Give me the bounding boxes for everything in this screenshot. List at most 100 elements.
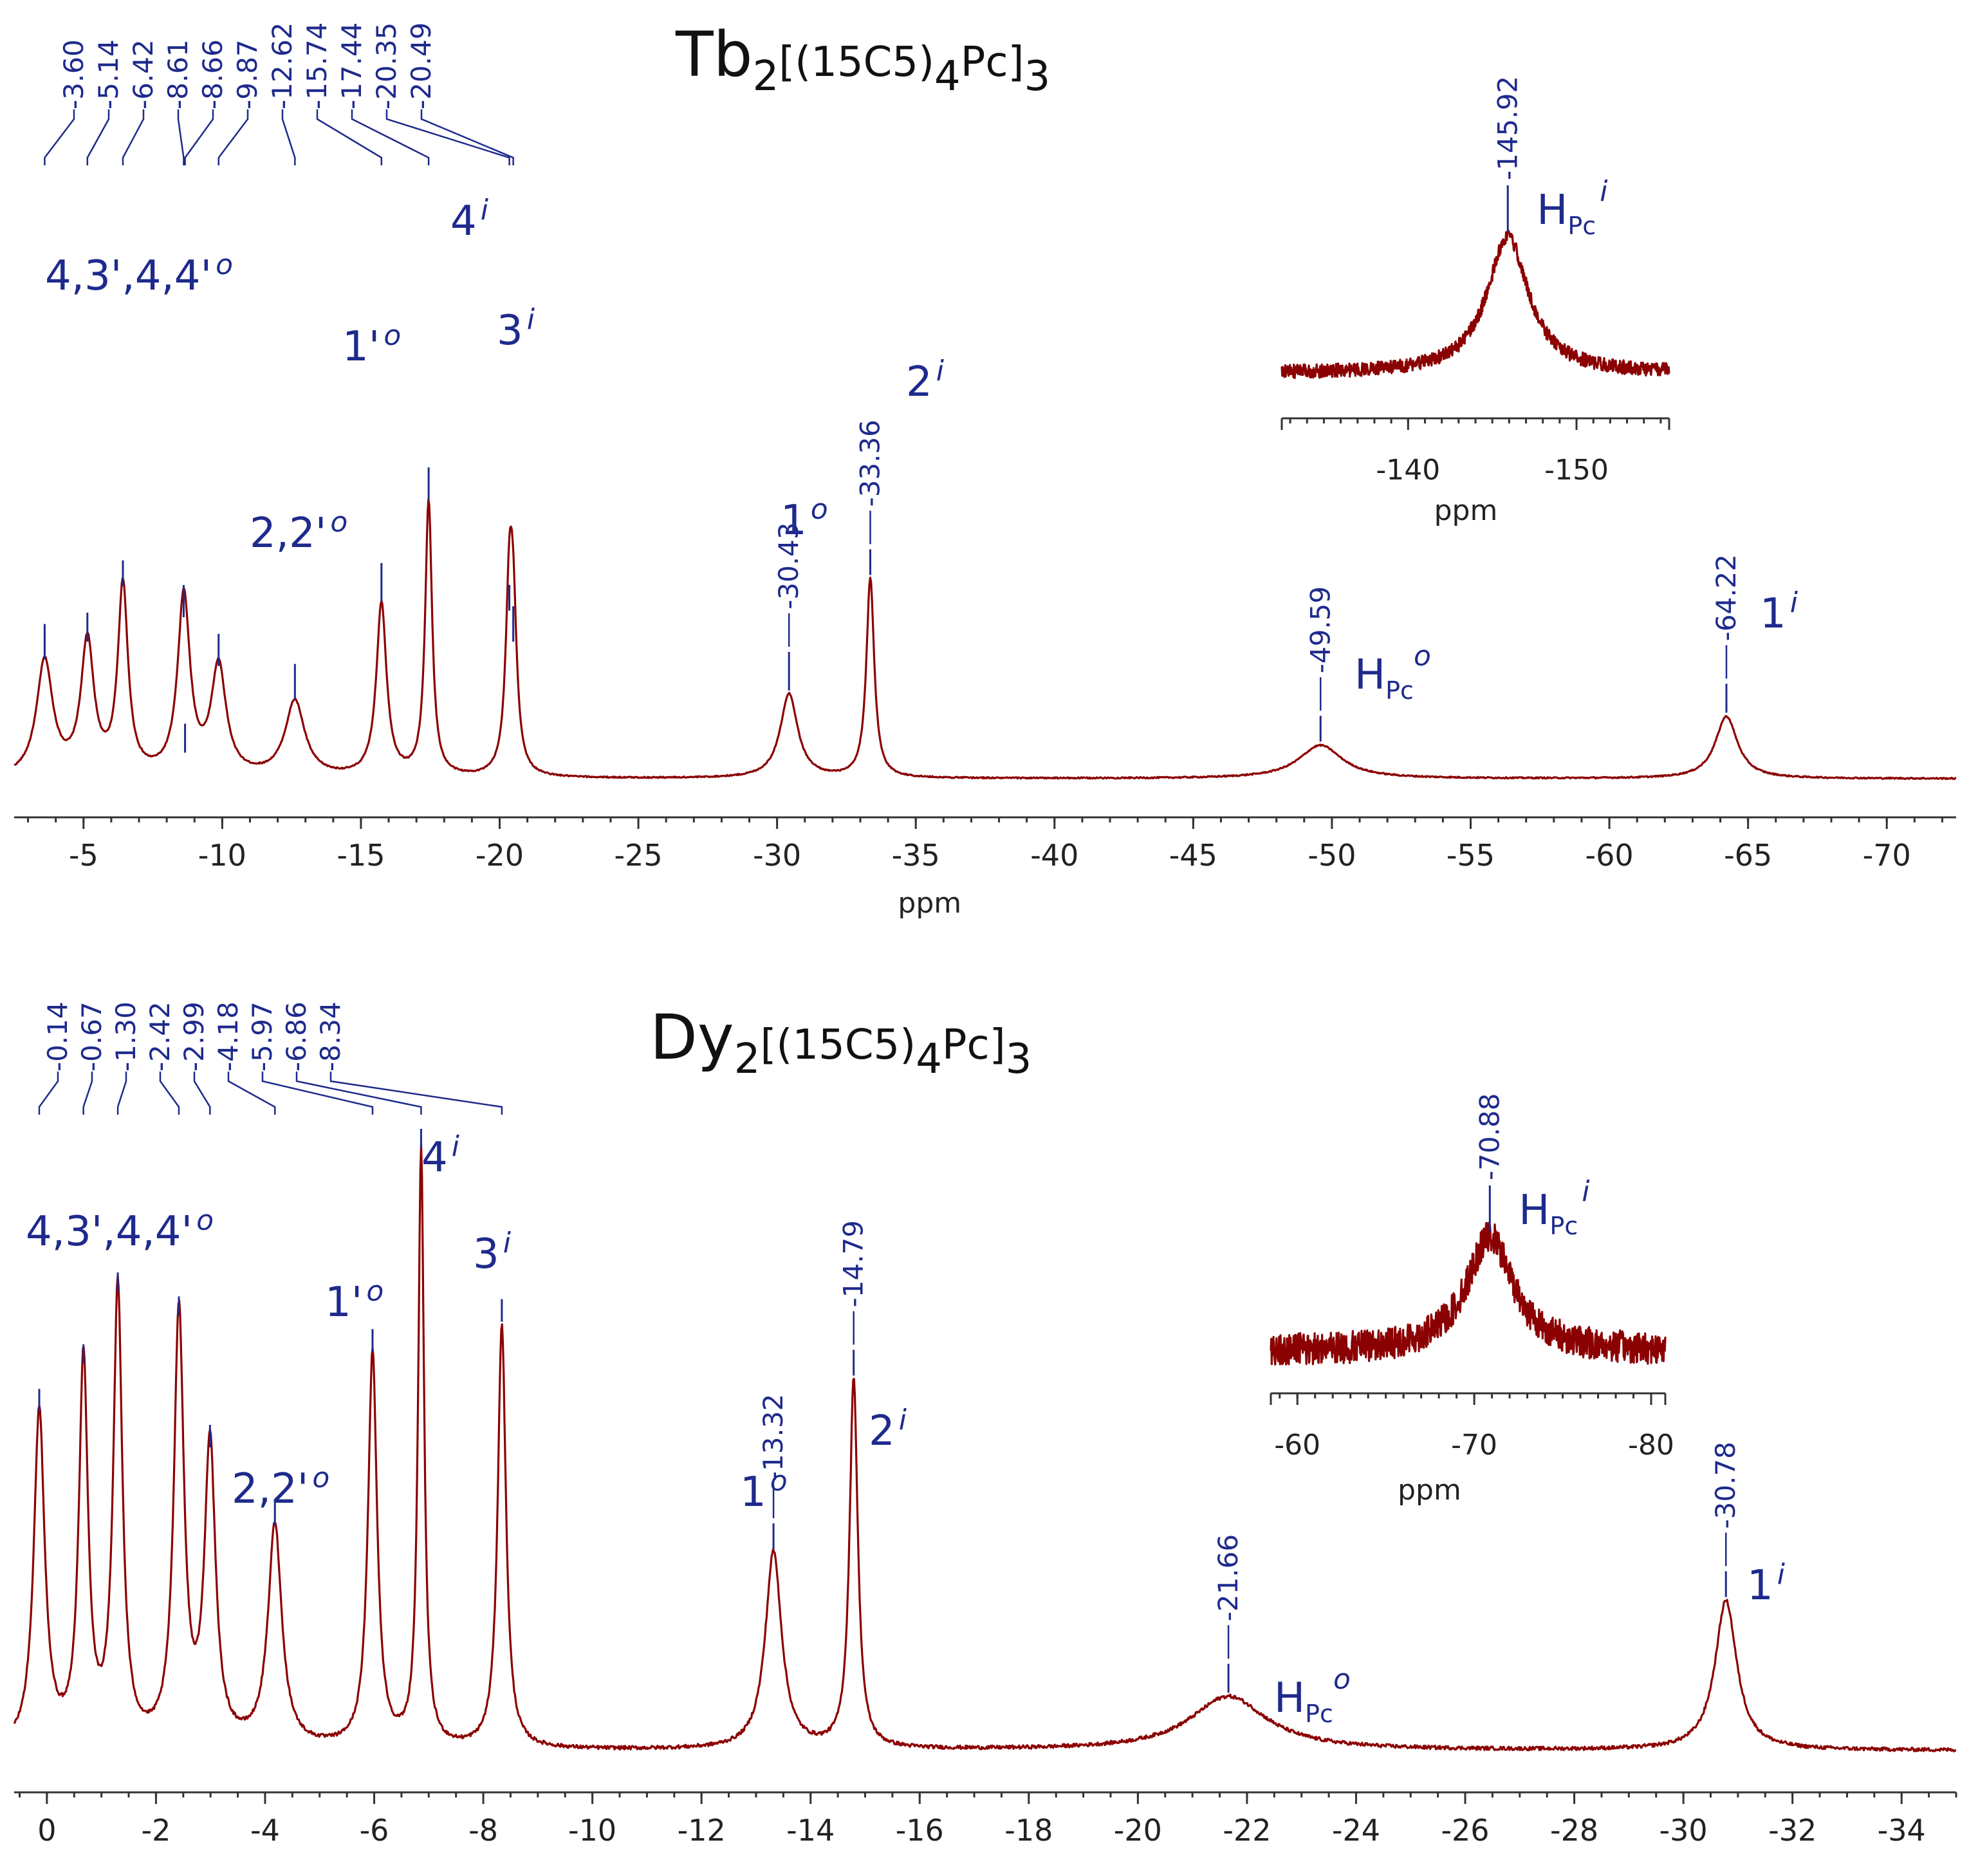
x-tick-label: -45 xyxy=(1169,838,1217,873)
peak-value-label: -3.60 xyxy=(58,39,89,109)
assignment-text: 4,3',4,4' xyxy=(45,252,212,300)
x-tick-label: -4 xyxy=(250,1813,280,1848)
peak-value-label: -20.49 xyxy=(405,23,437,109)
title-part: Pc] xyxy=(942,1021,1006,1069)
label-leader xyxy=(351,109,430,165)
peak-value-label: -6.86 xyxy=(281,1001,312,1072)
assignment-sup: o xyxy=(1414,640,1431,673)
label-leader xyxy=(82,1072,93,1115)
inset-dy: -60 -70 -80 ppm -70.88 HPci xyxy=(1270,1093,1674,1507)
peak-value-label: -30.43 xyxy=(773,522,804,609)
inset-spectrum-trace xyxy=(1270,1221,1667,1366)
assignment-text: 1' xyxy=(342,323,380,371)
assignment-sup: o xyxy=(384,319,401,352)
chart-title: Dy2[(15C5)4Pc]3 xyxy=(650,1001,1031,1083)
assignment-text: H xyxy=(1519,1187,1549,1234)
x-tick-label: -70 xyxy=(1863,838,1911,873)
assignment-text: 1 xyxy=(740,1469,766,1516)
x-tick-label: -15 xyxy=(337,838,385,873)
title-part: Pc] xyxy=(961,39,1024,86)
label-leader xyxy=(193,1072,211,1115)
peak-value-label: -2.42 xyxy=(144,1001,176,1072)
peak-value-label: -20.35 xyxy=(371,23,402,109)
label-leader xyxy=(177,109,185,165)
label-leader xyxy=(295,1072,422,1115)
assignment-text: H xyxy=(1354,651,1385,699)
x-tick-label: -34 xyxy=(1878,1813,1926,1848)
inset-tick-label: -60 xyxy=(1274,1429,1320,1462)
x-tick-label: -12 xyxy=(678,1813,726,1848)
inset-axis-title: ppm xyxy=(1398,1474,1461,1507)
peak-assignment: 1' o xyxy=(342,319,401,371)
peak-value-label: -0.14 xyxy=(42,1001,73,1072)
assignment-sup: i xyxy=(1600,175,1608,208)
x-tick-label: -6 xyxy=(360,1813,389,1848)
peak-assignment: HPco xyxy=(1274,1663,1351,1728)
label-leader xyxy=(385,109,510,165)
x-tick-label: -60 xyxy=(1585,838,1634,873)
assignment-sup: i xyxy=(936,355,945,387)
peak-value-label: -5.97 xyxy=(246,1001,278,1072)
x-tick-label: -20 xyxy=(1114,1813,1162,1848)
peak-assignment: 4,3',4,4' o xyxy=(45,248,233,300)
assignment-text: 4 xyxy=(421,1134,448,1182)
assignment-sup: i xyxy=(452,1130,460,1163)
peak-value-label: -8.34 xyxy=(315,1001,346,1072)
assignment-sup: o xyxy=(366,1275,384,1308)
assignment-text: 1' xyxy=(325,1279,362,1326)
assignment-sup: o xyxy=(811,493,828,526)
assignment-text: H xyxy=(1537,187,1567,234)
assignment-sup: i xyxy=(1582,1175,1590,1208)
x-tick-label: -14 xyxy=(786,1813,835,1848)
assignment-text: 2 xyxy=(906,358,932,406)
x-tick-label: -8 xyxy=(468,1813,498,1848)
title-part: [(15C5) xyxy=(779,39,934,86)
peak-assignment: 2,2' o xyxy=(250,506,347,557)
label-leader xyxy=(329,1072,503,1115)
label-leader xyxy=(227,1072,276,1115)
title-part: [(15C5) xyxy=(760,1021,916,1069)
inset-peak-value-label: -70.88 xyxy=(1474,1093,1505,1180)
peak-value-label: -5.14 xyxy=(93,39,124,109)
assignment-text: 1 xyxy=(781,497,807,544)
inset-axis-title: ppm xyxy=(1434,494,1498,527)
panel-tb: Tb2[(15C5)4Pc]3-5 -10 -15 -20 -25 -30 -35 -40 -4… xyxy=(14,19,1957,920)
label-leader xyxy=(420,109,514,165)
assignment-sup: o xyxy=(196,1204,214,1237)
chart-title: Tb2[(15C5)4Pc]3 xyxy=(675,19,1050,100)
assignment-text: 4 xyxy=(450,198,477,245)
peak-value-label: -13.32 xyxy=(757,1394,789,1481)
peak-assignment: 2,2' o xyxy=(232,1462,329,1513)
peak-assignment: 1' o xyxy=(325,1275,384,1326)
peak-value-label: -1.30 xyxy=(110,1001,142,1072)
peak-value-label: -17.44 xyxy=(336,23,367,109)
x-tick-label: -35 xyxy=(892,838,940,873)
inset-spectrum-trace xyxy=(1280,230,1670,380)
peak-assignment: HPco xyxy=(1354,640,1431,705)
x-tick-label: -28 xyxy=(1550,1813,1598,1848)
x-tick-label: -22 xyxy=(1223,1813,1271,1848)
x-tick-label: -50 xyxy=(1308,838,1356,873)
peak-value-label: -15.74 xyxy=(301,23,333,109)
assignment-sup: o xyxy=(216,248,233,281)
title-part: 3 xyxy=(1006,1036,1032,1083)
title-part: 2 xyxy=(734,1036,761,1083)
label-leader xyxy=(122,109,145,165)
label-leader xyxy=(281,109,296,165)
x-tick-label: -2 xyxy=(141,1813,171,1848)
x-tick-label: -55 xyxy=(1447,838,1495,873)
assignment-text: 2 xyxy=(869,1407,895,1455)
assignment-sup: i xyxy=(503,1227,512,1259)
assignment-text: 1 xyxy=(1747,1562,1773,1610)
peak-value-label: -4.18 xyxy=(212,1001,244,1072)
assignment-text: 2,2' xyxy=(250,510,326,557)
inset-peak-assignment: HPci xyxy=(1537,175,1608,240)
x-tick-label: -10 xyxy=(568,1813,616,1848)
label-leader xyxy=(159,1072,180,1115)
assignment-sup: o xyxy=(330,506,347,539)
